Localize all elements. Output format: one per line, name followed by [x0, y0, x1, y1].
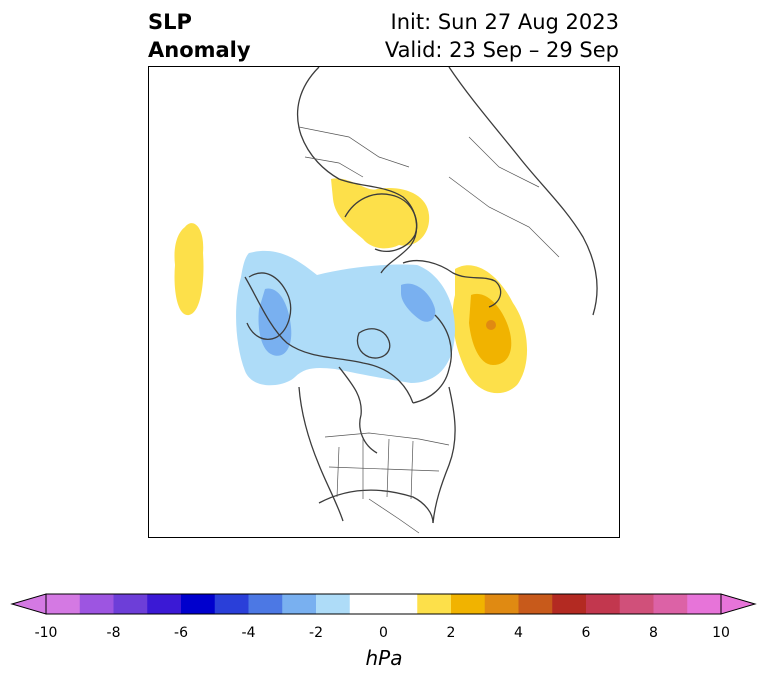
colorbar-tick-label: -6: [174, 625, 188, 641]
colorbar-cell: [349, 594, 384, 614]
coastline-north-america-east: [298, 386, 344, 522]
colorbar-extend-high: [720, 593, 757, 615]
title-variable-line2: Anomaly: [148, 38, 251, 62]
title-dates: Init: Sun 27 Aug 2023 Valid: 23 Sep – 29…: [385, 8, 619, 64]
colorbar-tick-label: -8: [106, 625, 121, 641]
colorbar-cell: [417, 594, 452, 614]
border-us-states-1: [336, 446, 340, 498]
border-europe-2: [304, 156, 364, 178]
political-borders: [298, 126, 560, 534]
colorbar-cell: [147, 594, 182, 614]
colorbar-cell: [181, 594, 216, 614]
border-us-canada: [324, 432, 450, 446]
border-mexico: [368, 498, 420, 534]
title-variable: SLP Anomaly: [148, 8, 251, 64]
colorbar-cell: [484, 594, 519, 614]
colorbar-cell: [619, 594, 654, 614]
colorbar-extend-low: [10, 593, 47, 615]
border-asia-2: [468, 136, 540, 188]
colorbar-tick-label: -10: [34, 625, 58, 641]
colorbar-tick-label: -4: [241, 625, 256, 641]
colorbar-cell: [79, 594, 114, 614]
map-panel: [148, 66, 620, 538]
colorbar-tick-label: 4: [514, 625, 523, 641]
colorbar-tick-label: 2: [446, 625, 456, 641]
colorbar-cell: [46, 594, 81, 614]
title-variable-line1: SLP: [148, 10, 192, 34]
coastline-arctic-islands: [356, 328, 391, 359]
coastline-asia: [448, 67, 598, 316]
colorbar-cell: [653, 594, 688, 614]
coastline-north-america-west: [432, 386, 456, 524]
colorbar-tick-label: 6: [581, 625, 591, 641]
colorbar: [10, 593, 757, 615]
colorbar-tick-label: -2: [309, 625, 323, 641]
colorbar-cell: [552, 594, 587, 614]
coastline-alaska: [412, 314, 452, 404]
colorbar-cell: [282, 594, 317, 614]
coastline-scandinavia: [344, 193, 418, 252]
colorbar-tick-label: 8: [649, 625, 658, 641]
colorbar-cell: [687, 594, 722, 614]
colorbar-cell: [113, 594, 148, 614]
init-date: Init: Sun 27 Aug 2023: [390, 10, 619, 34]
negative-anomaly-laptev: [401, 283, 436, 322]
positive-anomaly-pacific-max: [486, 320, 496, 330]
coastline-siberia: [402, 259, 502, 308]
colorbar-cell: [518, 594, 553, 614]
border-asia-1: [448, 176, 560, 258]
map-canvas: [174, 67, 598, 534]
colorbar-units: hPa: [365, 646, 403, 670]
coastline-greenland: [246, 272, 292, 340]
coastline-canada: [244, 276, 414, 404]
colorbar-cells: [46, 594, 722, 614]
positive-anomaly-scandinavia: [331, 178, 430, 249]
coastline-hudson: [338, 366, 378, 454]
valid-range: Valid: 23 Sep – 29 Sep: [384, 38, 619, 62]
border-europe-1: [298, 126, 410, 168]
colorbar-tick-label: 10: [712, 625, 730, 641]
negative-anomaly-arctic: [236, 250, 455, 386]
colorbar-cell: [248, 594, 283, 614]
coastline-gulf: [318, 489, 434, 524]
coastlines: [244, 67, 598, 524]
colorbar-cell: [451, 594, 486, 614]
border-us-states-5: [328, 466, 440, 472]
border-us-states-3: [386, 438, 390, 498]
colorbar-outline: [45, 593, 722, 615]
positive-anomaly-atlantic: [174, 223, 204, 316]
colorbar-cell: [383, 594, 418, 614]
colorbar-cell: [316, 594, 351, 614]
colorbar-tick-label: 0: [379, 625, 388, 641]
colorbar-cell: [586, 594, 621, 614]
coastline-europe: [297, 67, 418, 274]
colorbar-cell: [214, 594, 249, 614]
